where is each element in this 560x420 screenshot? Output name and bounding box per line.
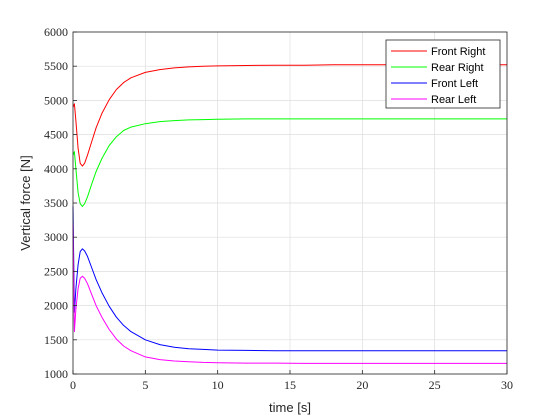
x-axis-ticks: 0 5 10 15 20 25 30 bbox=[70, 370, 513, 392]
series-line-front-left bbox=[72, 206, 507, 352]
x-tick-label: 10 bbox=[212, 378, 224, 392]
legend-label-rear-right: Rear Right bbox=[431, 62, 484, 74]
series-line-rear-left bbox=[72, 223, 507, 364]
y-tick-label: 4000 bbox=[44, 162, 68, 176]
y-tick-label: 2000 bbox=[44, 299, 68, 313]
y-tick-label: 5500 bbox=[44, 59, 68, 73]
series-line-rear-right bbox=[72, 118, 507, 207]
y-tick-label: 3000 bbox=[44, 230, 68, 244]
x-tick-label: 5 bbox=[142, 378, 148, 392]
series-line-front-right bbox=[72, 64, 507, 167]
x-tick-label: 0 bbox=[70, 378, 76, 392]
y-tick-label: 4500 bbox=[44, 128, 68, 142]
y-tick-label: 1000 bbox=[44, 367, 68, 381]
x-tick-label: 25 bbox=[429, 378, 441, 392]
y-tick-label: 2500 bbox=[44, 264, 68, 278]
legend-label-front-left: Front Left bbox=[431, 78, 478, 90]
y-tick-label: 3500 bbox=[44, 196, 68, 210]
x-tick-label: 15 bbox=[284, 378, 296, 392]
y-axis-ticks: 1000 1500 2000 2500 3000 3500 4000 4500 5000 5500… bbox=[44, 25, 77, 381]
y-tick-label: 5000 bbox=[44, 93, 68, 107]
x-tick-label: 20 bbox=[356, 378, 368, 392]
y-tick-label: 1500 bbox=[44, 333, 68, 347]
legend-label-rear-left: Rear Left bbox=[431, 94, 476, 106]
series-layer bbox=[72, 64, 507, 364]
y-tick-label: 6000 bbox=[44, 25, 68, 39]
x-axis-label: time [s] bbox=[269, 400, 311, 415]
legend: Front Right Rear Right Front Left Rear Left bbox=[385, 39, 501, 109]
legend-label-front-right: Front Right bbox=[431, 46, 485, 58]
x-tick-label: 30 bbox=[501, 378, 513, 392]
y-axis-label: Vertical force [N] bbox=[18, 155, 33, 250]
